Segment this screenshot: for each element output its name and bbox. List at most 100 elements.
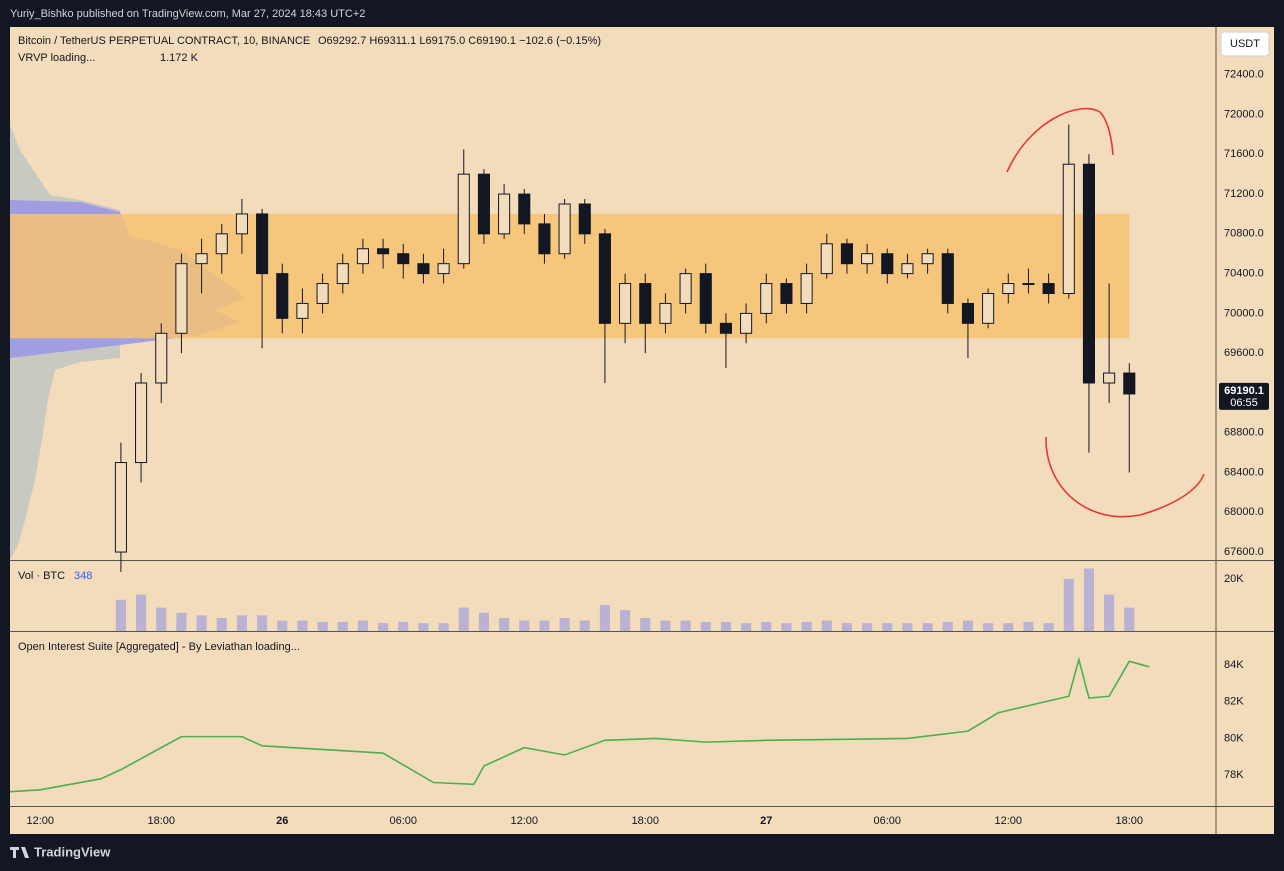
volume-bar [922,623,933,631]
x-tick-label: 18:00 [147,815,175,827]
x-tick-label: 27 [760,815,772,827]
candle-body [498,193,511,235]
volume-bar [1063,578,1074,631]
candle-body [840,243,853,265]
volume-bar [176,612,187,631]
candle-body [639,283,652,324]
volume-bar [418,623,429,631]
volume-bar [257,615,268,631]
candle-body [679,273,692,304]
price-axis [1216,27,1274,834]
volume-bar [599,604,610,631]
volume-bar [801,621,812,631]
currency-label[interactable]: USDT [1230,38,1260,50]
volume-bar [741,623,752,631]
volume-bar [1104,594,1115,631]
last-price: 69190.1 [1224,385,1264,397]
candle-body [619,283,632,324]
volume-bar [700,621,711,631]
candle-body [276,273,289,319]
candle-body [598,233,611,324]
candle-body [901,263,914,275]
change: −102.6 (−0.15%) [519,35,601,47]
candle-body [1062,163,1075,294]
volume-bar [499,617,510,631]
candle-body [437,263,450,275]
publish-line: Yuriy_Bishko published on TradingView.co… [10,8,365,20]
candle-body [921,253,934,265]
oi-title: Open Interest Suite [Aggregated] - By Le… [18,641,300,653]
candle-body [175,263,188,334]
volume-bar [579,620,590,631]
y-tick-label: 80K [1224,732,1244,744]
x-tick-label: 06:00 [874,815,902,827]
candle-body [256,213,269,275]
volume-title: Vol · BTC [18,570,65,582]
x-tick-label: 26 [276,815,288,827]
candle-body [1123,372,1136,395]
volume-bar [1043,623,1054,631]
y-tick-label: 78K [1224,769,1244,781]
candle-body [235,213,248,235]
candle-body [195,253,208,265]
volume-bar [841,623,852,631]
y-tick-label: 82K [1224,696,1244,708]
last-price-box [1219,382,1269,410]
volume-bar [378,623,389,631]
candle-body [1103,372,1116,384]
high: H69311.1 [369,35,416,47]
candle-body [820,243,833,275]
candle-body [417,263,430,275]
y-tick-label: 72000.0 [1224,108,1264,120]
candle-body [316,283,329,304]
oi-line [9,656,1150,793]
volume-bar [862,623,873,631]
candle-body [215,233,228,255]
candle-body [135,382,148,464]
y-tick-label: 71200.0 [1224,188,1264,200]
x-tick-label: 06:00 [389,815,417,827]
volume-bar [902,623,913,631]
volume-bar [962,620,973,631]
candle-body [518,193,531,225]
candle-body [941,253,954,304]
chart-background [10,27,1274,834]
volume-bar [983,623,994,631]
volume-bar [1003,623,1014,631]
candle-body [659,302,672,324]
volume-bar [317,621,328,631]
volume-bar [660,620,671,631]
y-tick-label: 70000.0 [1224,307,1264,319]
candle-body [760,283,773,314]
volume-bar [539,620,550,631]
candle-body [578,203,591,235]
volume-bar [196,615,207,631]
volume-bar [236,615,247,631]
candle-body [1022,283,1035,286]
candle-body [397,253,410,265]
volume-bar [680,620,691,631]
volume-bar [761,621,772,631]
annotation-arc [1045,436,1205,518]
volume-bar [942,621,953,631]
candle-body [155,332,168,384]
candle-body [1002,283,1015,294]
countdown: 06:55 [1230,397,1258,409]
volume-bar [720,621,731,631]
symbol-title: Bitcoin / TetherUS PERPETUAL CONTRACT, 1… [18,35,310,47]
candle-body [538,223,551,255]
candle-body [982,293,995,324]
currency-button[interactable] [1220,31,1270,57]
brand-logo [10,847,29,858]
volume-bar [821,620,832,631]
x-tick-label: 12:00 [995,815,1023,827]
y-tick-label: 71600.0 [1224,148,1264,160]
candle-body [740,312,753,334]
volume-bar [640,617,651,631]
y-tick-label: 68400.0 [1224,466,1264,478]
x-tick-label: 12:00 [26,815,54,827]
y-tick-label: 68000.0 [1224,506,1264,518]
candle-body [719,322,732,334]
candle-body [780,283,793,304]
